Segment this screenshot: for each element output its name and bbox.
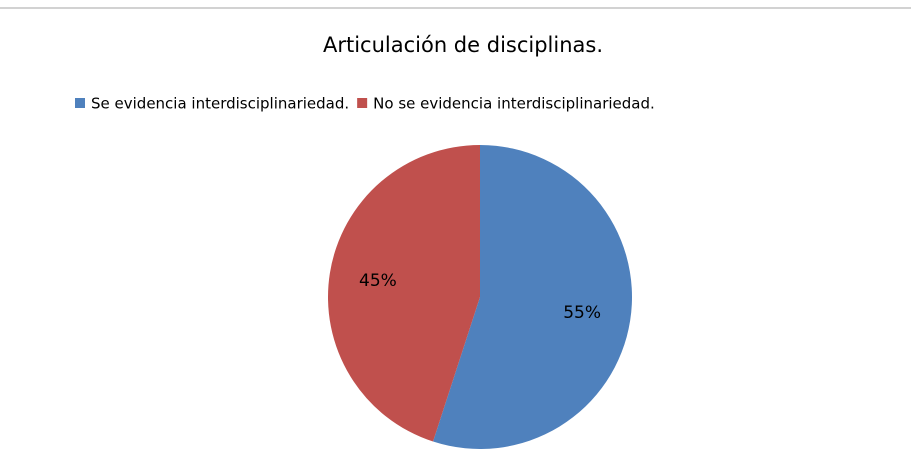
pie-slice — [433, 145, 633, 449]
legend-swatch — [357, 98, 368, 108]
legend-label: Se evidencia interdisciplinariedad. — [91, 95, 349, 113]
legend-label: No se evidencia interdisciplinariedad. — [373, 95, 655, 113]
pie-slice — [328, 144, 480, 442]
data-label: 45% — [359, 271, 397, 291]
data-label: 55% — [563, 303, 601, 323]
chart-title: Articulación de disciplinas. — [323, 33, 603, 57]
legend-swatch — [75, 98, 85, 108]
